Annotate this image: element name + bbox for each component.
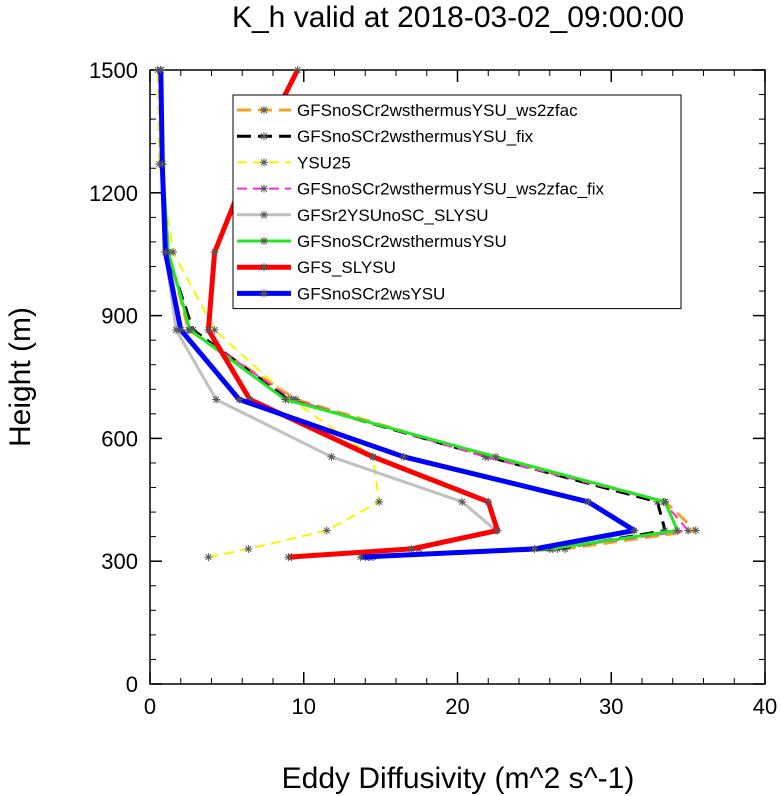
legend-item: GFSnoSCr2wsthermusYSU_fix [237, 127, 534, 146]
data-point [244, 544, 253, 553]
data-point [356, 553, 365, 562]
data-point [407, 544, 416, 553]
legend-label: GFSnoSCr2wsthermusYSU_ws2zfac_fix [297, 180, 605, 199]
data-point [661, 497, 670, 506]
data-point [158, 160, 167, 169]
axes: 0 10 20 30 40 0 300 600 900 1200 1500 [89, 58, 777, 719]
series-GFSnoSCr2wsYSU [156, 66, 639, 562]
legend-label: GFSnoSCr2wsthermusYSU [297, 232, 507, 251]
legend-item: YSU25 [237, 153, 351, 172]
y-tick-label: 300 [101, 549, 138, 574]
series-layer [153, 66, 700, 562]
y-tick-label: 900 [101, 304, 138, 329]
y-tick-label: 1200 [89, 181, 138, 206]
data-point [399, 452, 408, 461]
data-point [493, 526, 502, 535]
data-point [293, 66, 302, 74]
x-tick-label: 40 [753, 694, 777, 719]
data-point [212, 395, 221, 404]
y-tick-label: 0 [126, 672, 138, 697]
y-tick-label: 600 [101, 426, 138, 451]
legend-item: GFSnoSCr2wsthermusYSU [237, 232, 507, 251]
legend-label: GFSnoSCr2wsYSU [297, 284, 445, 303]
legend-item: GFSr2YSUnoSC_SLYSU [237, 206, 488, 225]
data-point [491, 452, 500, 461]
series-line [205, 68, 500, 560]
series-line [158, 69, 637, 560]
x-tick-label: 30 [599, 694, 623, 719]
legend-label: GFSnoSCr2wsthermusYSU_fix [297, 127, 534, 146]
data-point [235, 395, 244, 404]
data-point [284, 553, 293, 562]
data-point [176, 325, 185, 334]
legend: GFSnoSCr2wsthermusYSU_ws2zfac GFSnoSCr2ws… [232, 94, 682, 310]
series-line [159, 69, 698, 559]
data-point [322, 526, 331, 535]
data-point [630, 526, 639, 535]
data-point [281, 395, 290, 404]
data-point [368, 452, 377, 461]
data-point [673, 526, 682, 535]
data-point [684, 526, 693, 535]
y-tick-label: 1500 [89, 58, 138, 83]
data-point [204, 553, 213, 562]
data-point [156, 66, 165, 74]
chart-title: K_h valid at 2018-03-02_09:00:00 [232, 1, 684, 34]
legend-item: GFSnoSCr2wsthermusYSU_ws2zfac [237, 101, 578, 120]
data-point [204, 325, 213, 334]
legend-item: GFS_SLYSU [237, 258, 396, 277]
legend-label: YSU25 [297, 153, 351, 172]
x-axis-label: Eddy Diffusivity (m^2 s^-1) [282, 762, 635, 795]
legend-item: GFSnoSCr2wsYSU [237, 284, 445, 303]
data-point [375, 497, 384, 506]
x-tick-label: 0 [144, 694, 156, 719]
data-point [327, 452, 336, 461]
legend-box [232, 94, 682, 310]
data-point [458, 497, 467, 506]
data-point [530, 544, 539, 553]
x-tick-label: 10 [292, 694, 316, 719]
data-point [484, 497, 493, 506]
x-tick-label: 20 [445, 694, 469, 719]
data-point [185, 325, 194, 334]
data-point [210, 248, 219, 257]
series-GFS_SLYSU [204, 66, 502, 562]
data-point [584, 497, 593, 506]
legend-item: GFSnoSCr2wsthermusYSU_ws2zfac_fix [237, 180, 605, 199]
legend-label: GFSnoSCr2wsthermusYSU_ws2zfac [297, 101, 578, 120]
y-axis-label: Height (m) [4, 307, 37, 447]
data-point [691, 526, 700, 535]
legend-label: GFS_SLYSU [297, 258, 396, 277]
data-point [161, 248, 170, 257]
legend-label: GFSr2YSUnoSC_SLYSU [297, 206, 488, 225]
